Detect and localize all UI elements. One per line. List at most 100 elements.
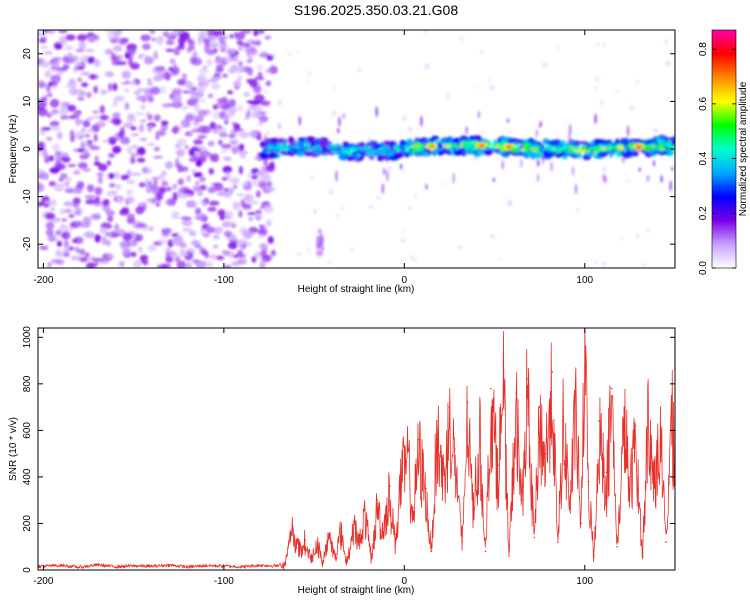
heatmap-cell <box>56 150 63 158</box>
heatmap-cell <box>242 230 253 239</box>
heatmap-cell <box>669 180 672 192</box>
heatmap-cell <box>120 174 130 181</box>
heatmap-cell <box>67 104 77 112</box>
heatmap-cell <box>103 239 110 245</box>
heatmap-cell <box>142 260 149 266</box>
spectrogram-signal-band <box>259 106 675 195</box>
heatmap-cell <box>223 114 229 121</box>
heatmap-cell <box>467 146 473 151</box>
heatmap-cell <box>43 30 50 34</box>
heatmap-cell <box>185 114 195 121</box>
heatmap-cell <box>165 247 172 253</box>
heatmap-cell <box>77 96 85 101</box>
heatmap-cell <box>218 132 229 138</box>
heatmap-cell <box>477 110 481 119</box>
snr-x-axis-label: Height of straight line (km) <box>298 585 415 596</box>
heatmap-cell <box>97 175 103 185</box>
snr-data-point <box>544 452 546 455</box>
heatmap-cell <box>520 148 524 151</box>
snr-data-point <box>291 524 294 527</box>
heatmap-cell <box>247 212 257 216</box>
heatmap-cell <box>660 175 663 183</box>
heatmap-cell <box>296 51 299 54</box>
heatmap-cell <box>177 163 183 173</box>
heatmap-cell <box>412 142 421 145</box>
y-tick-label: -10 <box>22 189 33 204</box>
heatmap-cell <box>553 149 560 153</box>
heatmap-cell <box>248 105 256 111</box>
spectrogram-y-axis-label: Frequency (Hz) <box>8 115 19 184</box>
heatmap-cell <box>215 255 225 260</box>
snr-x-ticks: -200 -100 0 100 <box>33 328 594 587</box>
heatmap-cell <box>204 41 211 49</box>
heatmap-cell <box>315 240 320 246</box>
heatmap-cell <box>239 244 246 250</box>
heatmap-cell <box>59 36 68 45</box>
heatmap-cell <box>173 48 181 56</box>
heatmap-cell <box>185 130 194 137</box>
heatmap-cell <box>660 135 669 140</box>
heatmap-cell <box>269 54 274 57</box>
heatmap-cell <box>259 243 268 250</box>
heatmap-cell <box>47 30 56 34</box>
snr-data-point <box>569 494 572 497</box>
heatmap-cell <box>316 138 321 144</box>
heatmap-cell <box>56 131 63 140</box>
heatmap-cell <box>255 190 261 198</box>
heatmap-cell <box>535 129 538 138</box>
heatmap-cell <box>425 183 428 190</box>
heatmap-cell <box>52 56 62 61</box>
snr-data-point <box>520 499 523 501</box>
heatmap-cell <box>147 80 153 86</box>
snr-data-point <box>551 371 554 374</box>
colorbar-tick-label: 0.4 <box>698 151 709 165</box>
heatmap-cell <box>539 120 543 127</box>
heatmap-cell <box>626 179 630 183</box>
heatmap-cell <box>64 181 70 187</box>
heatmap-cell <box>38 107 48 117</box>
heatmap-cell <box>507 199 512 207</box>
heatmap-cell <box>126 217 136 224</box>
heatmap-cell <box>568 149 574 153</box>
snr-data-point <box>508 555 510 557</box>
heatmap-cell <box>182 73 187 80</box>
heatmap-cell <box>377 195 381 201</box>
snr-data-point <box>381 527 384 529</box>
heatmap-cell <box>258 181 268 189</box>
heatmap-cell <box>264 158 267 166</box>
snr-data-point <box>634 424 637 427</box>
heatmap-cell <box>328 188 333 195</box>
heatmap-cell <box>124 102 130 110</box>
heatmap-cell <box>593 151 598 155</box>
heatmap-cell <box>86 262 96 268</box>
heatmap-peak <box>635 145 642 149</box>
heatmap-cell <box>76 181 85 189</box>
heatmap-cell <box>635 233 640 239</box>
heatmap-cell <box>568 132 571 145</box>
heatmap-cell <box>60 223 65 230</box>
heatmap-cell <box>413 257 417 261</box>
heatmap-cell <box>185 200 197 208</box>
heatmap-cell <box>221 215 231 219</box>
heatmap-cell <box>489 84 495 91</box>
y-tick-label: 0 <box>22 146 33 152</box>
heatmap-cell <box>157 238 169 245</box>
heatmap-cell <box>459 145 463 148</box>
heatmap-cell <box>483 145 488 148</box>
heatmap-cell <box>98 163 108 172</box>
heatmap-cell <box>106 190 114 197</box>
heatmap-cell <box>64 45 74 51</box>
heatmap-cell <box>265 104 270 109</box>
heatmap-cell <box>263 83 268 87</box>
heatmap-cell <box>569 147 576 150</box>
heatmap-cell <box>532 149 540 153</box>
heatmap-cell <box>236 65 246 74</box>
heatmap-cell <box>487 142 493 146</box>
heatmap-cell <box>78 135 84 140</box>
heatmap-cell <box>386 170 389 182</box>
heatmap-cell <box>494 142 498 145</box>
heatmap-cell <box>407 125 413 133</box>
colorbar-label: Normalized spectral amplitude <box>738 81 749 216</box>
heatmap-cell <box>90 73 96 80</box>
